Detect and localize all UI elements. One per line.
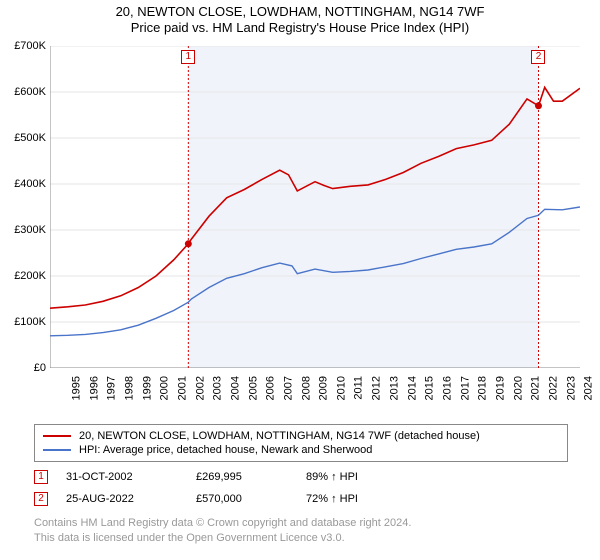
- marker-date: 31-OCT-2002: [66, 471, 196, 483]
- x-tick-label: 1995: [70, 376, 82, 400]
- x-tick-label: 2001: [176, 376, 188, 400]
- x-tick-label: 2004: [229, 376, 241, 400]
- footnote-line2: This data is licensed under the Open Gov…: [34, 531, 568, 546]
- legend-swatch: [43, 435, 71, 437]
- title-line1: 20, NEWTON CLOSE, LOWDHAM, NOTTINGHAM, N…: [0, 4, 600, 19]
- legend-label: 20, NEWTON CLOSE, LOWDHAM, NOTTINGHAM, N…: [79, 430, 480, 442]
- legend-box: 20, NEWTON CLOSE, LOWDHAM, NOTTINGHAM, N…: [34, 424, 568, 462]
- x-tick-label: 2016: [441, 376, 453, 400]
- x-tick-label: 2008: [300, 376, 312, 400]
- y-tick-label: £200K: [14, 270, 46, 282]
- y-tick-label: £100K: [14, 316, 46, 328]
- marker-pct: 72% ↑ HPI: [306, 493, 406, 505]
- x-tick-label: 2010: [335, 376, 347, 400]
- marker-date: 25-AUG-2022: [66, 493, 196, 505]
- x-tick-label: 2012: [371, 376, 383, 400]
- marker-num-box: 2: [34, 492, 48, 506]
- x-tick-label: 2000: [159, 376, 171, 400]
- marker-pct: 89% ↑ HPI: [306, 471, 406, 483]
- x-tick-label: 2011: [352, 376, 364, 400]
- x-tick-label: 2017: [459, 376, 471, 400]
- x-tick-label: 2015: [424, 376, 436, 400]
- y-tick-label: £0: [34, 362, 46, 374]
- legend-label: HPI: Average price, detached house, Newa…: [79, 444, 372, 456]
- title-line2: Price paid vs. HM Land Registry's House …: [0, 20, 600, 35]
- y-tick-label: £400K: [14, 178, 46, 190]
- marker-price: £570,000: [196, 493, 306, 505]
- chart-svg: [50, 46, 580, 368]
- x-tick-label: 1997: [106, 376, 118, 400]
- x-tick-label: 2006: [265, 376, 277, 400]
- legend-row: HPI: Average price, detached house, Newa…: [43, 443, 559, 457]
- markers-table: 1 31-OCT-2002 £269,995 89% ↑ HPI 2 25-AU…: [34, 466, 568, 510]
- x-tick-label: 2024: [583, 376, 595, 400]
- marker-row: 2 25-AUG-2022 £570,000 72% ↑ HPI: [34, 488, 568, 510]
- x-tick-label: 1999: [141, 376, 153, 400]
- x-tick-label: 2019: [494, 376, 506, 400]
- x-tick-label: 2021: [530, 376, 542, 400]
- x-tick-label: 2013: [388, 376, 400, 400]
- x-tick-label: 2014: [406, 376, 418, 400]
- legend-row: 20, NEWTON CLOSE, LOWDHAM, NOTTINGHAM, N…: [43, 429, 559, 443]
- legend-swatch: [43, 449, 71, 451]
- marker-num-box: 1: [34, 470, 48, 484]
- marker-price: £269,995: [196, 471, 306, 483]
- y-tick-label: £600K: [14, 86, 46, 98]
- footnote: Contains HM Land Registry data © Crown c…: [34, 516, 568, 546]
- x-tick-label: 2022: [547, 376, 559, 400]
- title-block: 20, NEWTON CLOSE, LOWDHAM, NOTTINGHAM, N…: [0, 0, 600, 35]
- footnote-line1: Contains HM Land Registry data © Crown c…: [34, 516, 568, 531]
- x-tick-label: 2023: [565, 376, 577, 400]
- y-axis-labels: £0£100K£200K£300K£400K£500K£600K£700K: [0, 46, 48, 368]
- x-tick-label: 2003: [212, 376, 224, 400]
- x-tick-label: 2009: [318, 376, 330, 400]
- y-tick-label: £300K: [14, 224, 46, 236]
- y-tick-label: £700K: [14, 40, 46, 52]
- chart-container: 20, NEWTON CLOSE, LOWDHAM, NOTTINGHAM, N…: [0, 0, 600, 560]
- x-tick-label: 1998: [123, 376, 135, 400]
- x-tick-label: 1996: [88, 376, 100, 400]
- legend: 20, NEWTON CLOSE, LOWDHAM, NOTTINGHAM, N…: [34, 424, 568, 462]
- x-tick-label: 2005: [247, 376, 259, 400]
- marker-label-box: 2: [531, 50, 545, 64]
- plot-area: 12: [50, 46, 580, 368]
- marker-row: 1 31-OCT-2002 £269,995 89% ↑ HPI: [34, 466, 568, 488]
- x-tick-label: 2002: [194, 376, 206, 400]
- marker-label-box: 1: [181, 50, 195, 64]
- x-tick-label: 2007: [282, 376, 294, 400]
- x-tick-label: 2018: [477, 376, 489, 400]
- x-axis-labels: 1995 1996 1997 1998 1999 2000 2001 2002 2003 2004…: [50, 370, 580, 420]
- x-tick-label: 2020: [512, 376, 524, 400]
- y-tick-label: £500K: [14, 132, 46, 144]
